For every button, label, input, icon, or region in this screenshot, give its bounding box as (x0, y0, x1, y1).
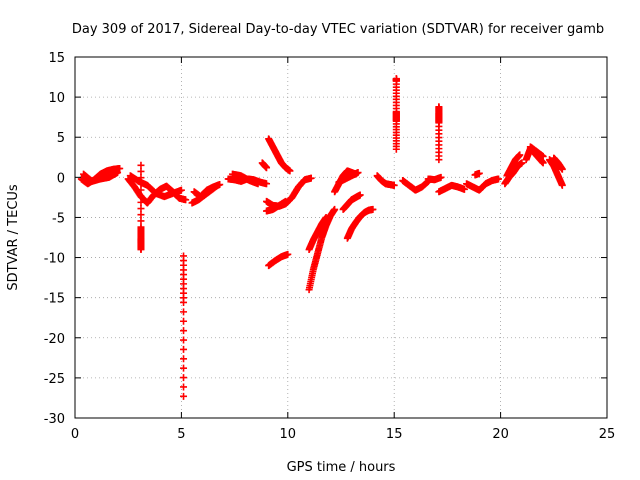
data-point (180, 317, 188, 325)
data-point (182, 196, 190, 204)
data-point (390, 181, 398, 189)
data-point (137, 186, 145, 194)
axis-ticks: 0 5 10 15 20 25 15 10 5 0 -5 -10 -15 -20 -25 -30 (44, 51, 616, 442)
x-tick-label: 5 (177, 427, 185, 442)
x-tick-label: 15 (386, 427, 403, 442)
data-point (356, 191, 364, 199)
data-point (180, 336, 188, 344)
data-point (437, 173, 445, 181)
y-axis-label: SDTVAR / TECUs (6, 184, 21, 291)
y-tick-label: -10 (44, 252, 65, 267)
data-point (254, 180, 262, 188)
data-point (331, 205, 339, 213)
data-point (116, 165, 124, 173)
data-point (516, 151, 524, 159)
data-point (460, 185, 468, 193)
data-point (180, 383, 188, 391)
data-point (137, 161, 145, 169)
x-tick-label: 10 (280, 427, 297, 442)
y-tick-label: -5 (52, 211, 65, 226)
data-point (284, 250, 292, 258)
x-tick-label: 20 (492, 427, 509, 442)
data-point (177, 186, 185, 194)
data-point (137, 198, 145, 206)
data-point (475, 169, 483, 177)
data-points (77, 75, 566, 400)
data-point (435, 156, 443, 164)
data-point (518, 159, 526, 167)
data-point (180, 392, 188, 400)
chart-title: Day 309 of 2017, Sidereal Day-to-day VTE… (72, 22, 604, 37)
data-point (180, 345, 188, 353)
data-point (494, 175, 502, 183)
x-tick-label: 25 (599, 427, 616, 442)
data-point (137, 192, 145, 200)
y-tick-label: -15 (44, 292, 65, 307)
data-point (137, 167, 145, 175)
grid-lines (75, 57, 607, 418)
data-point (539, 152, 547, 160)
data-point (137, 217, 145, 225)
data-point (180, 364, 188, 372)
data-point (137, 180, 145, 188)
data-point (180, 374, 188, 382)
data-point (216, 181, 224, 189)
data-point (137, 205, 145, 213)
y-tick-label: 5 (57, 131, 65, 146)
data-point (114, 169, 122, 177)
data-point (180, 308, 188, 316)
data-point (180, 298, 188, 306)
data-point (539, 159, 547, 167)
data-point (263, 180, 271, 188)
data-point (558, 181, 566, 189)
data-point (180, 355, 188, 363)
y-tick-label: -25 (44, 372, 65, 387)
data-point (322, 213, 330, 221)
y-tick-label: 10 (48, 91, 65, 106)
data-point (369, 205, 377, 213)
y-tick-label: -30 (44, 412, 65, 427)
y-tick-label: 15 (48, 51, 65, 66)
data-point (137, 211, 145, 219)
x-tick-label: 0 (71, 427, 79, 442)
x-axis-label: GPS time / hours (287, 460, 396, 475)
data-point (180, 327, 188, 335)
y-tick-label: 0 (57, 171, 65, 186)
data-point (354, 169, 362, 177)
data-point (137, 246, 145, 254)
plot-frame (74, 56, 608, 419)
data-point (137, 174, 145, 182)
data-point (286, 167, 294, 175)
y-tick-label: -20 (44, 332, 65, 347)
data-point (307, 174, 315, 182)
data-point (263, 164, 271, 172)
data-point (392, 145, 400, 153)
data-point (558, 165, 566, 173)
data-point (282, 197, 290, 205)
